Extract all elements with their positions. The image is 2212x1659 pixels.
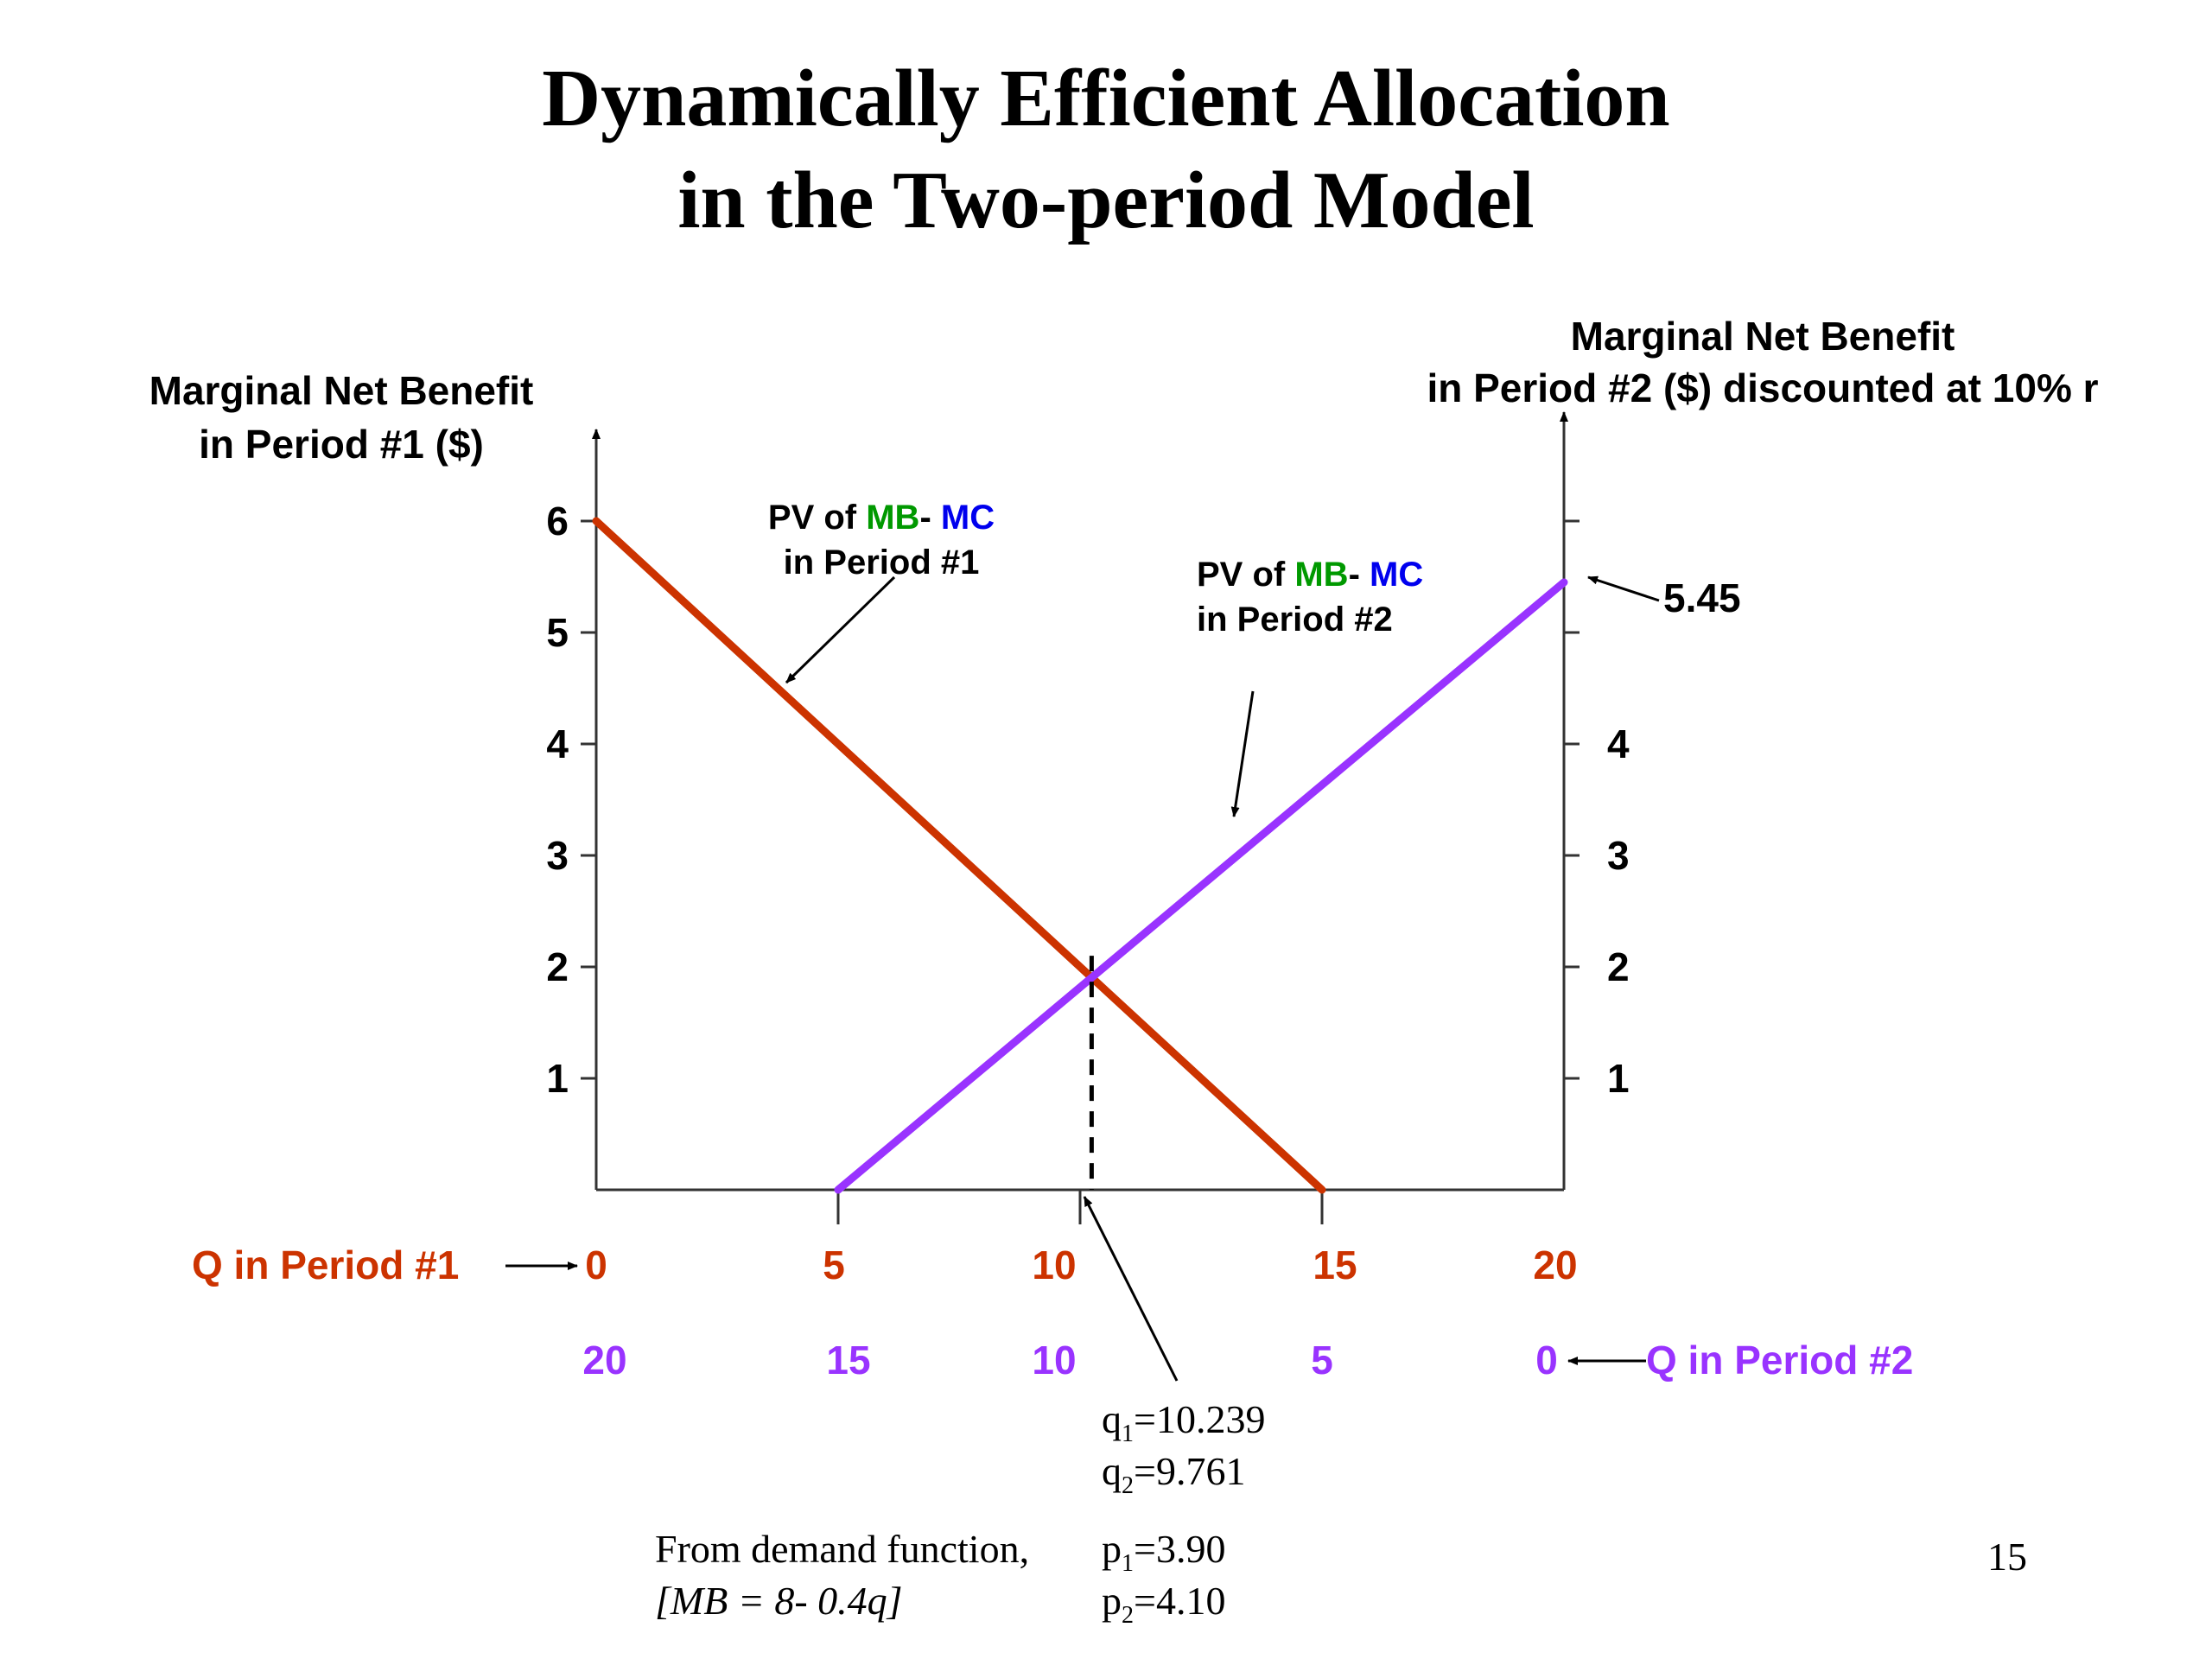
page-number: 15 xyxy=(1987,1535,2027,1579)
period2-dash: - xyxy=(1349,556,1370,594)
period2-mb-label: MB xyxy=(1294,556,1348,594)
p1-subscript: 1 xyxy=(1122,1550,1134,1577)
x-period2-tick-label: 20 xyxy=(582,1338,626,1382)
p2-symbol: p xyxy=(1102,1579,1122,1623)
solution-arrow xyxy=(1083,1196,1179,1382)
period2-annotation-line-2: in Period #2 xyxy=(1197,601,1393,639)
q-period2-label: Q in Period #2 xyxy=(1646,1338,1913,1382)
p2-value: =4.10 xyxy=(1134,1579,1225,1623)
p1-value: =3.90 xyxy=(1134,1527,1225,1571)
solution-q2: q2=9.761 xyxy=(1102,1449,1245,1499)
q1-value: =10.239 xyxy=(1134,1397,1265,1441)
period1-net-benefit-line xyxy=(592,517,1326,1194)
title-line-1: Dynamically Efficient Allocation xyxy=(542,54,1670,143)
solution-p1: p1=3.90 xyxy=(1102,1527,1225,1577)
period2-mc-label: MC xyxy=(1370,556,1423,594)
right-y-tick-label: 1 xyxy=(1607,1056,1630,1101)
x-period1-tick-label: 10 xyxy=(1032,1243,1076,1287)
ticks: 1 2 3 4 5 6 1 2 3 4 0 5 10 15 20 20 15 10 5 0 xyxy=(546,499,1630,1382)
x-period1-tick-label: 15 xyxy=(1313,1243,1357,1287)
left-y-tick-label: 4 xyxy=(546,721,569,766)
q2-subscript: 2 xyxy=(1122,1472,1134,1499)
period2-annotation-line-1: PV of MB- MC xyxy=(1197,556,1423,594)
right-y-tick-label: 4 xyxy=(1607,721,1630,766)
left-axis-label-line-2: in Period #1 ($) xyxy=(199,422,484,467)
axes xyxy=(592,411,1568,1192)
period1-mb-label: MB xyxy=(866,499,919,537)
period1-annotation-line-1: PV of MB- MC xyxy=(768,499,995,537)
period1-annotation-line-2: in Period #1 xyxy=(784,543,980,582)
series xyxy=(592,517,1568,1194)
left-y-tick-label: 3 xyxy=(546,833,569,878)
slide-title: Dynamically Efficient Allocation in the … xyxy=(0,48,2212,251)
left-y-tick-label: 6 xyxy=(546,499,569,543)
q-period1-label: Q in Period #1 xyxy=(192,1243,459,1287)
p1-symbol: p xyxy=(1102,1527,1122,1571)
x-period2-tick-label: 10 xyxy=(1032,1338,1076,1382)
demand-note-line-1: From demand function, xyxy=(655,1527,1029,1571)
title-line-2: in the Two-period Model xyxy=(677,156,1535,245)
left-axis-label-line-1: Marginal Net Benefit xyxy=(149,368,534,413)
x-period1-tick-label: 20 xyxy=(1533,1243,1577,1287)
x-period2-tick-label: 5 xyxy=(1311,1338,1333,1382)
right-axis-label-line-2: in Period #2 ($) discounted at 10% r xyxy=(1427,365,2098,410)
solution-q1: q1=10.239 xyxy=(1102,1397,1265,1447)
p2-subscript: 2 xyxy=(1122,1602,1134,1629)
period1-dash: - xyxy=(919,499,940,537)
right-y-tick-label: 2 xyxy=(1607,944,1630,989)
left-y-tick-label: 2 xyxy=(546,944,569,989)
q2-value: =9.761 xyxy=(1134,1449,1245,1493)
right-intercept-label: 5.45 xyxy=(1663,575,1741,620)
demand-note-line-2: [MB = 8- 0.4q] xyxy=(655,1579,903,1623)
right-axis-label-line-1: Marginal Net Benefit xyxy=(1571,314,1955,359)
period1-annotation-arrow xyxy=(785,575,896,684)
right-y-tick-label: 3 xyxy=(1607,833,1630,878)
left-y-tick-label: 1 xyxy=(546,1056,569,1101)
solution-p2: p2=4.10 xyxy=(1102,1579,1225,1629)
period1-mc-label: MC xyxy=(941,499,995,537)
period2-annotation-prefix: PV of xyxy=(1197,556,1294,594)
x-period2-tick-label: 15 xyxy=(826,1338,870,1382)
x-period1-tick-label: 0 xyxy=(585,1243,607,1287)
period2-annotation-arrow xyxy=(1230,690,1255,817)
x-period2-tick-label: 0 xyxy=(1535,1338,1558,1382)
q1-subscript: 1 xyxy=(1122,1421,1134,1447)
left-y-tick-label: 5 xyxy=(546,610,569,655)
q2-symbol: q xyxy=(1102,1449,1122,1493)
x-period1-tick-label: 5 xyxy=(823,1243,845,1287)
right-intercept-arrow xyxy=(1587,575,1660,602)
q1-symbol: q xyxy=(1102,1397,1122,1441)
period1-annotation-prefix: PV of xyxy=(768,499,866,537)
period2-net-benefit-line xyxy=(834,578,1568,1194)
